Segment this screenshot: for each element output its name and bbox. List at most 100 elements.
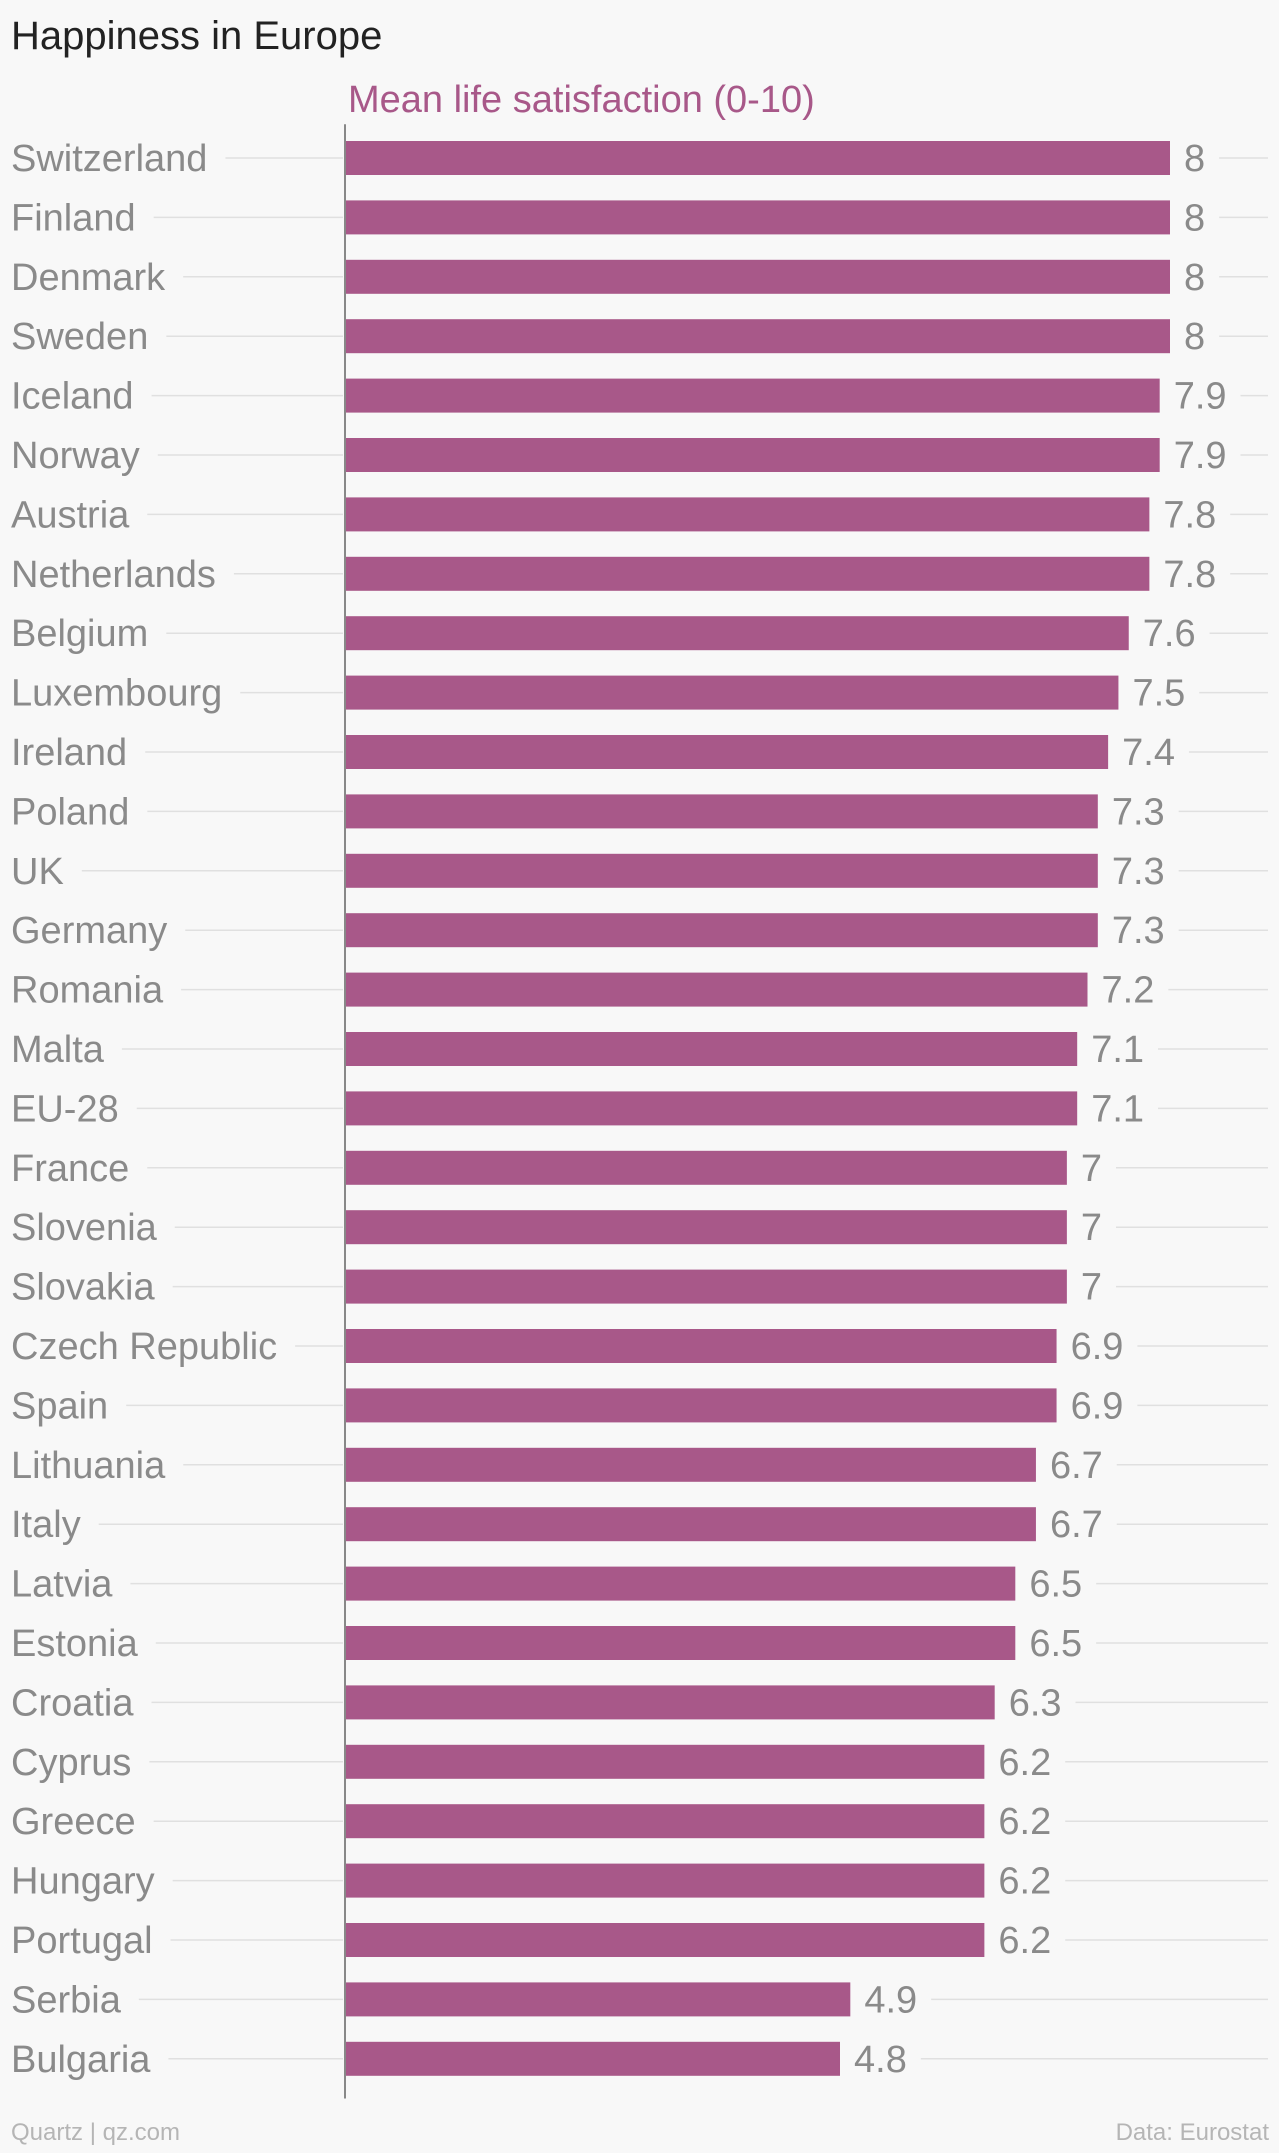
value-label: 6.9: [1071, 1326, 1124, 1368]
bar: [345, 438, 1160, 472]
value-label: 7.6: [1143, 613, 1196, 655]
series-label: Mean life satisfaction (0-10): [348, 79, 815, 121]
category-label: Belgium: [11, 613, 148, 655]
category-label: EU-28: [11, 1088, 119, 1130]
value-label: 6.3: [1009, 1682, 1062, 1724]
category-label: Denmark: [11, 257, 166, 299]
category-label: Ireland: [11, 732, 127, 774]
bar: [345, 675, 1119, 710]
category-label: France: [11, 1148, 129, 1190]
bar: [345, 1863, 985, 1898]
category-label: Spain: [11, 1385, 108, 1427]
bar: [345, 1982, 851, 2017]
bar: [345, 497, 1150, 532]
value-label: 8: [1184, 257, 1205, 299]
value-label: 6.2: [998, 1801, 1051, 1843]
bar: [345, 794, 1098, 829]
value-label: 8: [1184, 197, 1205, 239]
value-label: 8: [1184, 316, 1205, 358]
bar: [345, 1744, 985, 1779]
category-label: Portugal: [11, 1920, 153, 1962]
value-label: 7.9: [1174, 435, 1227, 477]
category-label: Hungary: [11, 1861, 155, 1903]
bar: [345, 1447, 1036, 1482]
category-label: Finland: [11, 197, 136, 239]
category-label: Malta: [11, 1029, 105, 1071]
category-label: Germany: [11, 910, 167, 952]
value-label: 6.9: [1071, 1385, 1124, 1427]
value-label: 7.8: [1163, 554, 1216, 596]
value-label: 4.9: [864, 1979, 917, 2021]
category-label: Austria: [11, 494, 130, 536]
bar: [345, 1685, 995, 1720]
category-label: Sweden: [11, 316, 148, 358]
bar: [345, 616, 1129, 651]
category-label: Norway: [11, 435, 140, 477]
category-label: Cyprus: [11, 1742, 131, 1784]
value-label: 7.3: [1112, 910, 1165, 952]
category-label: Poland: [11, 791, 129, 833]
bar: [345, 735, 1109, 769]
bar: [345, 1329, 1057, 1363]
bar: [345, 1507, 1036, 1542]
category-label: Croatia: [11, 1682, 134, 1724]
footer-source: Data: Eurostat: [1115, 2119, 1269, 2146]
value-label: 6.2: [998, 1742, 1051, 1784]
value-label: 6.7: [1050, 1445, 1103, 1487]
category-label: Latvia: [11, 1564, 113, 1606]
bar: [345, 1032, 1078, 1066]
bar: [345, 1269, 1067, 1304]
category-label: Italy: [11, 1504, 81, 1546]
value-label: 7.8: [1163, 494, 1216, 536]
bar: [345, 1150, 1067, 1185]
category-label: Serbia: [11, 1979, 122, 2021]
bar: [345, 1626, 1016, 1660]
bar: [345, 1388, 1057, 1423]
category-label: Bulgaria: [11, 2039, 151, 2081]
value-label: 7.9: [1174, 376, 1227, 418]
bar: [345, 1210, 1067, 1245]
value-label: 7.1: [1091, 1088, 1144, 1130]
value-label: 6.7: [1050, 1504, 1103, 1546]
bar: [345, 141, 1170, 175]
category-label: UK: [11, 851, 64, 893]
value-label: 7.4: [1122, 732, 1175, 774]
value-label: 6.5: [1029, 1564, 1082, 1606]
value-label: 8: [1184, 138, 1205, 180]
bar: [345, 1804, 985, 1839]
bar: [345, 2041, 840, 2076]
value-label: 6.2: [998, 1861, 1051, 1903]
bar: [345, 200, 1170, 235]
chart-title: Happiness in Europe: [11, 14, 383, 58]
bar: [345, 1091, 1078, 1126]
value-label: 7.3: [1112, 851, 1165, 893]
value-label: 6.5: [1029, 1623, 1082, 1665]
category-label: Switzerland: [11, 138, 207, 180]
category-label: Romania: [11, 970, 164, 1012]
value-label: 6.2: [998, 1920, 1051, 1962]
value-label: 7.1: [1091, 1029, 1144, 1071]
value-label: 7.5: [1132, 673, 1185, 715]
bar: [345, 972, 1088, 1007]
value-label: 7: [1081, 1207, 1102, 1249]
footer-credit: Quartz | qz.com: [11, 2119, 180, 2146]
category-label: Iceland: [11, 376, 134, 418]
bar: [345, 556, 1150, 591]
bar: [345, 1923, 985, 1957]
bar: [345, 1566, 1016, 1601]
bar: [345, 259, 1170, 294]
category-label: Slovakia: [11, 1267, 155, 1309]
bar: [345, 913, 1098, 948]
category-label: Slovenia: [11, 1207, 158, 1249]
value-label: 7: [1081, 1267, 1102, 1309]
category-label: Czech Republic: [11, 1326, 277, 1368]
bar: [345, 378, 1160, 413]
category-label: Estonia: [11, 1623, 139, 1665]
value-label: 7.3: [1112, 791, 1165, 833]
value-label: 7.2: [1102, 970, 1155, 1012]
category-label: Luxembourg: [11, 673, 222, 715]
value-label: 4.8: [854, 2039, 907, 2081]
category-label: Greece: [11, 1801, 136, 1843]
bar: [345, 853, 1098, 888]
